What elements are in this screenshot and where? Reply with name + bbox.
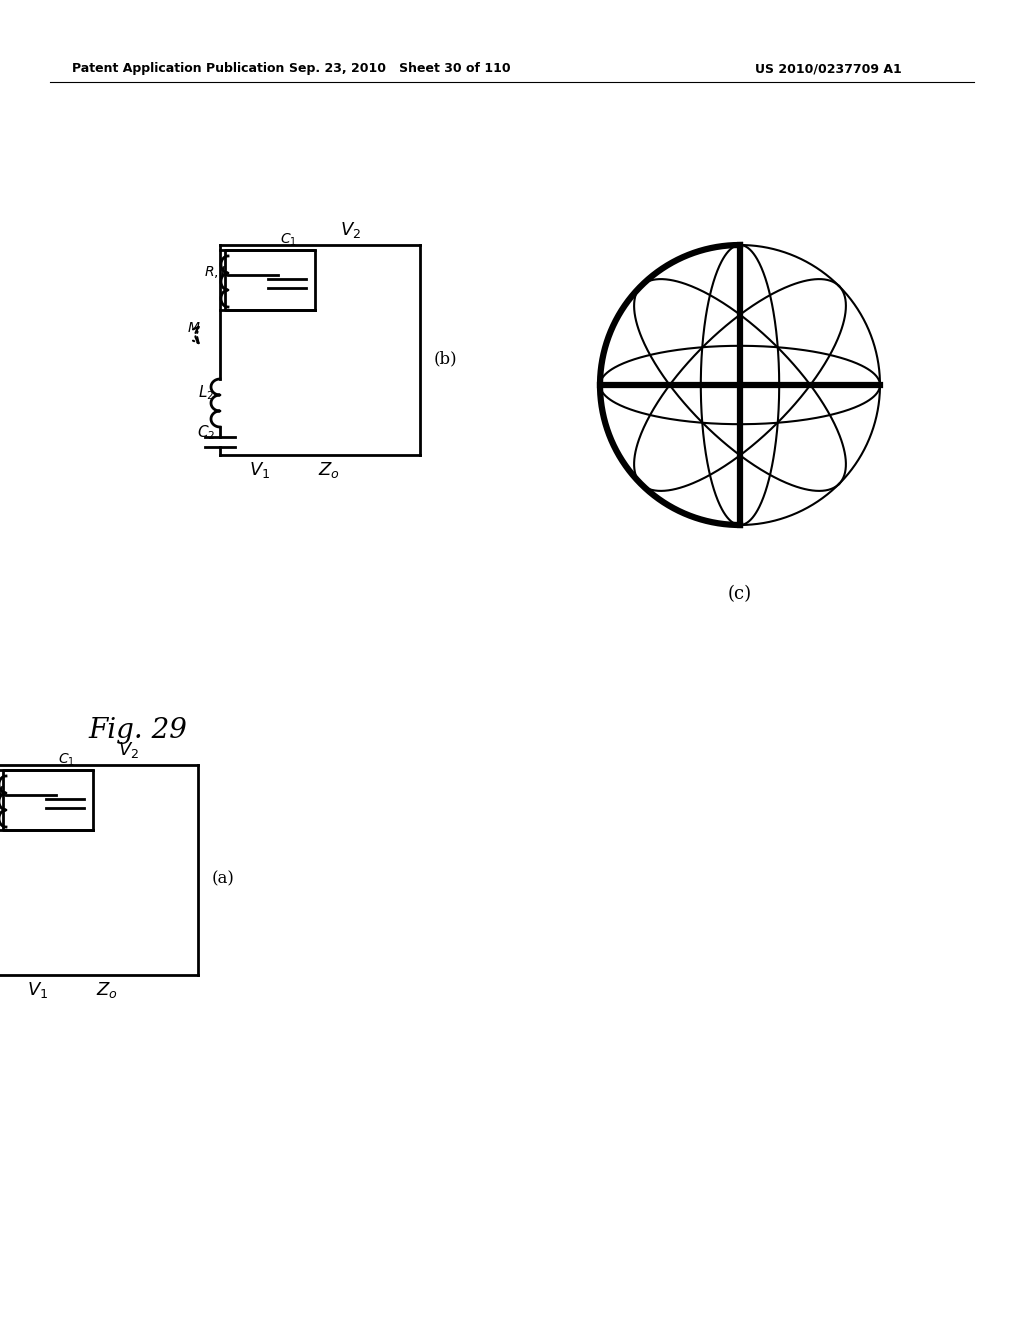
Text: Sep. 23, 2010   Sheet 30 of 110: Sep. 23, 2010 Sheet 30 of 110: [289, 62, 511, 75]
Text: $V_1$: $V_1$: [27, 979, 48, 1001]
Text: $R, L$: $R, L$: [204, 264, 229, 280]
Text: $C_2$: $C_2$: [197, 424, 215, 442]
Text: Fig. 29: Fig. 29: [88, 717, 186, 743]
Text: $M$: $M$: [187, 321, 201, 335]
Text: $R, L$: $R, L$: [0, 784, 8, 800]
Text: $V_2$: $V_2$: [118, 741, 139, 760]
Text: $V_1$: $V_1$: [249, 459, 270, 480]
Text: $L_2$: $L_2$: [198, 383, 214, 403]
Text: $Z_o$: $Z_o$: [96, 979, 118, 1001]
Text: (c): (c): [728, 585, 752, 603]
Text: $C_1$: $C_1$: [280, 232, 297, 248]
Text: $Z_o$: $Z_o$: [318, 459, 340, 480]
Text: (b): (b): [433, 350, 457, 367]
Text: US 2010/0237709 A1: US 2010/0237709 A1: [755, 62, 902, 75]
Text: $C_1$: $C_1$: [58, 752, 75, 768]
Text: Patent Application Publication: Patent Application Publication: [72, 62, 285, 75]
Text: (a): (a): [212, 870, 234, 887]
Text: $V_2$: $V_2$: [340, 220, 361, 240]
